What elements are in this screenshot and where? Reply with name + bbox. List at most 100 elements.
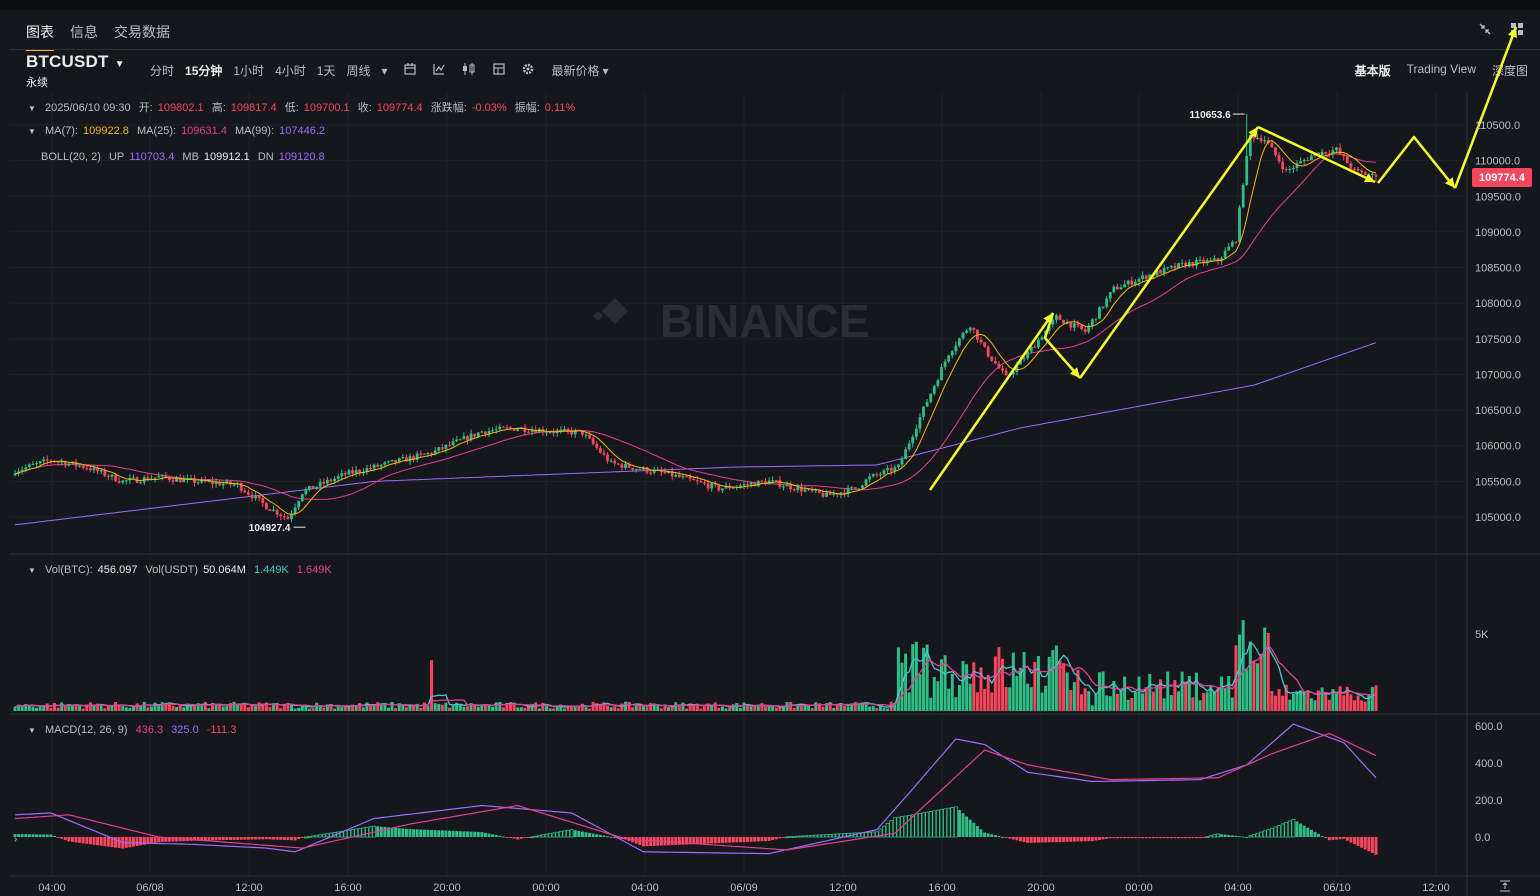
candle-body — [1317, 152, 1320, 156]
symbol-selector[interactable]: BTCUSDT ▼ 永续 — [26, 52, 125, 90]
candle-body — [412, 456, 416, 460]
volume-bar — [1044, 685, 1048, 711]
interval-more-icon[interactable]: ▾ — [381, 63, 388, 78]
macd-bar — [1065, 837, 1069, 842]
ma25-value: 109631.4 — [181, 125, 227, 137]
candle-body — [1112, 286, 1116, 293]
macd-bar — [368, 826, 373, 838]
volume-bar — [1130, 698, 1134, 711]
template-icon[interactable] — [493, 63, 506, 78]
macd-bar — [232, 837, 236, 840]
tab-chart[interactable]: 图表 — [26, 22, 54, 51]
tab-trading-data[interactable]: 交易数据 — [114, 24, 170, 40]
volume-bar — [638, 704, 642, 711]
collapse-caret-icon[interactable]: ▼ — [28, 104, 36, 113]
candle-body — [89, 468, 92, 471]
macd-bar — [1198, 837, 1202, 839]
candle-body — [78, 465, 82, 467]
axis-settings-icon — [1500, 880, 1510, 892]
candle-body — [1295, 163, 1299, 169]
candle-body — [699, 481, 703, 483]
macd-bar — [990, 834, 994, 837]
ohlc-legend: ▼ 2025/06/10 09:30 开: 109802.1 高: 109817.4… — [28, 99, 580, 115]
candle-body — [771, 480, 775, 482]
candle-body — [907, 443, 911, 450]
price-type-select[interactable]: 最新价格 — [551, 64, 600, 78]
candle-body — [825, 492, 828, 497]
macd-bar — [914, 813, 919, 838]
candle-body — [1324, 151, 1328, 154]
candle-body — [491, 430, 495, 432]
view-tradingview[interactable]: Trading View — [1406, 62, 1476, 76]
view-basic[interactable]: 基本版 — [1354, 64, 1391, 78]
price-tick-label: 110000.0 — [1475, 156, 1520, 168]
candle-body — [573, 430, 577, 435]
collapse-caret-icon[interactable]: ▼ — [28, 566, 36, 575]
macd-bar — [896, 816, 901, 838]
volume-bar — [1277, 689, 1281, 711]
volume-bar — [1198, 700, 1202, 711]
candle-body — [1252, 134, 1256, 139]
axis-settings-icon-stroke — [1502, 882, 1508, 889]
volume-bar — [1133, 692, 1137, 711]
interval-time[interactable]: 分时 — [150, 64, 175, 78]
collapse-caret-icon[interactable]: ▼ — [28, 127, 36, 136]
macd-tick-label: 600.0 — [1475, 721, 1503, 733]
interval-1h[interactable]: 1小时 — [233, 64, 265, 78]
volume-bar — [99, 705, 103, 711]
interval-15m[interactable]: 15分钟 — [185, 64, 223, 78]
settings-gear-icon[interactable] — [522, 63, 534, 78]
collapse-caret-icon[interactable]: ▼ — [28, 726, 36, 735]
candle-body — [634, 469, 638, 471]
boll-label: BOLL(20, 2) — [41, 151, 101, 163]
candle-body — [534, 429, 538, 433]
price-type-chevron-icon[interactable]: ▾ — [602, 63, 609, 78]
candle-body — [1309, 155, 1313, 161]
volume-bar — [501, 707, 505, 711]
volume-bar — [49, 707, 53, 711]
macd-bar — [1051, 837, 1055, 843]
macd-bar — [993, 835, 997, 837]
tab-info[interactable]: 信息 — [70, 24, 98, 40]
candle-body — [512, 428, 516, 431]
volume-bar — [1065, 672, 1069, 711]
interval-4h[interactable]: 4小时 — [275, 64, 306, 78]
volume-bar — [1230, 697, 1234, 711]
candle-body — [1349, 163, 1353, 169]
collapse-icon[interactable] — [1478, 22, 1492, 36]
macd-bar — [771, 837, 775, 841]
macd-bar — [440, 830, 444, 837]
candle-body — [785, 484, 789, 487]
macd-bar — [1255, 832, 1260, 838]
macd-bar — [558, 831, 563, 838]
volume-bar — [781, 706, 785, 711]
macd-dea-line — [14, 732, 1377, 851]
macd-bar — [498, 835, 502, 837]
candle-body — [792, 489, 796, 491]
volume-bar — [1141, 693, 1145, 711]
candle-body — [584, 434, 588, 436]
candle-body — [670, 471, 674, 477]
candle-body — [372, 464, 376, 469]
volume-bar — [1159, 679, 1163, 711]
candle-body — [379, 464, 383, 467]
macd-bar — [785, 836, 789, 839]
volume-bar — [677, 704, 681, 711]
volume-bar — [778, 707, 782, 711]
candle-body — [638, 469, 642, 471]
candle-body — [24, 467, 28, 470]
interval-1d[interactable]: 1天 — [316, 64, 336, 78]
volume-bar — [1051, 650, 1055, 711]
volume-bar — [469, 703, 473, 711]
candle-body — [706, 483, 710, 489]
macd-bar — [53, 835, 57, 837]
candle-body — [383, 462, 387, 465]
calendar-icon[interactable] — [404, 63, 417, 78]
macd-bar — [164, 837, 168, 842]
interval-1w[interactable]: 周线 — [346, 64, 371, 78]
candle-body — [767, 480, 771, 485]
indicator-icon[interactable] — [433, 63, 445, 78]
macd-bar — [595, 834, 599, 837]
candle-type-icon[interactable] — [462, 63, 476, 78]
